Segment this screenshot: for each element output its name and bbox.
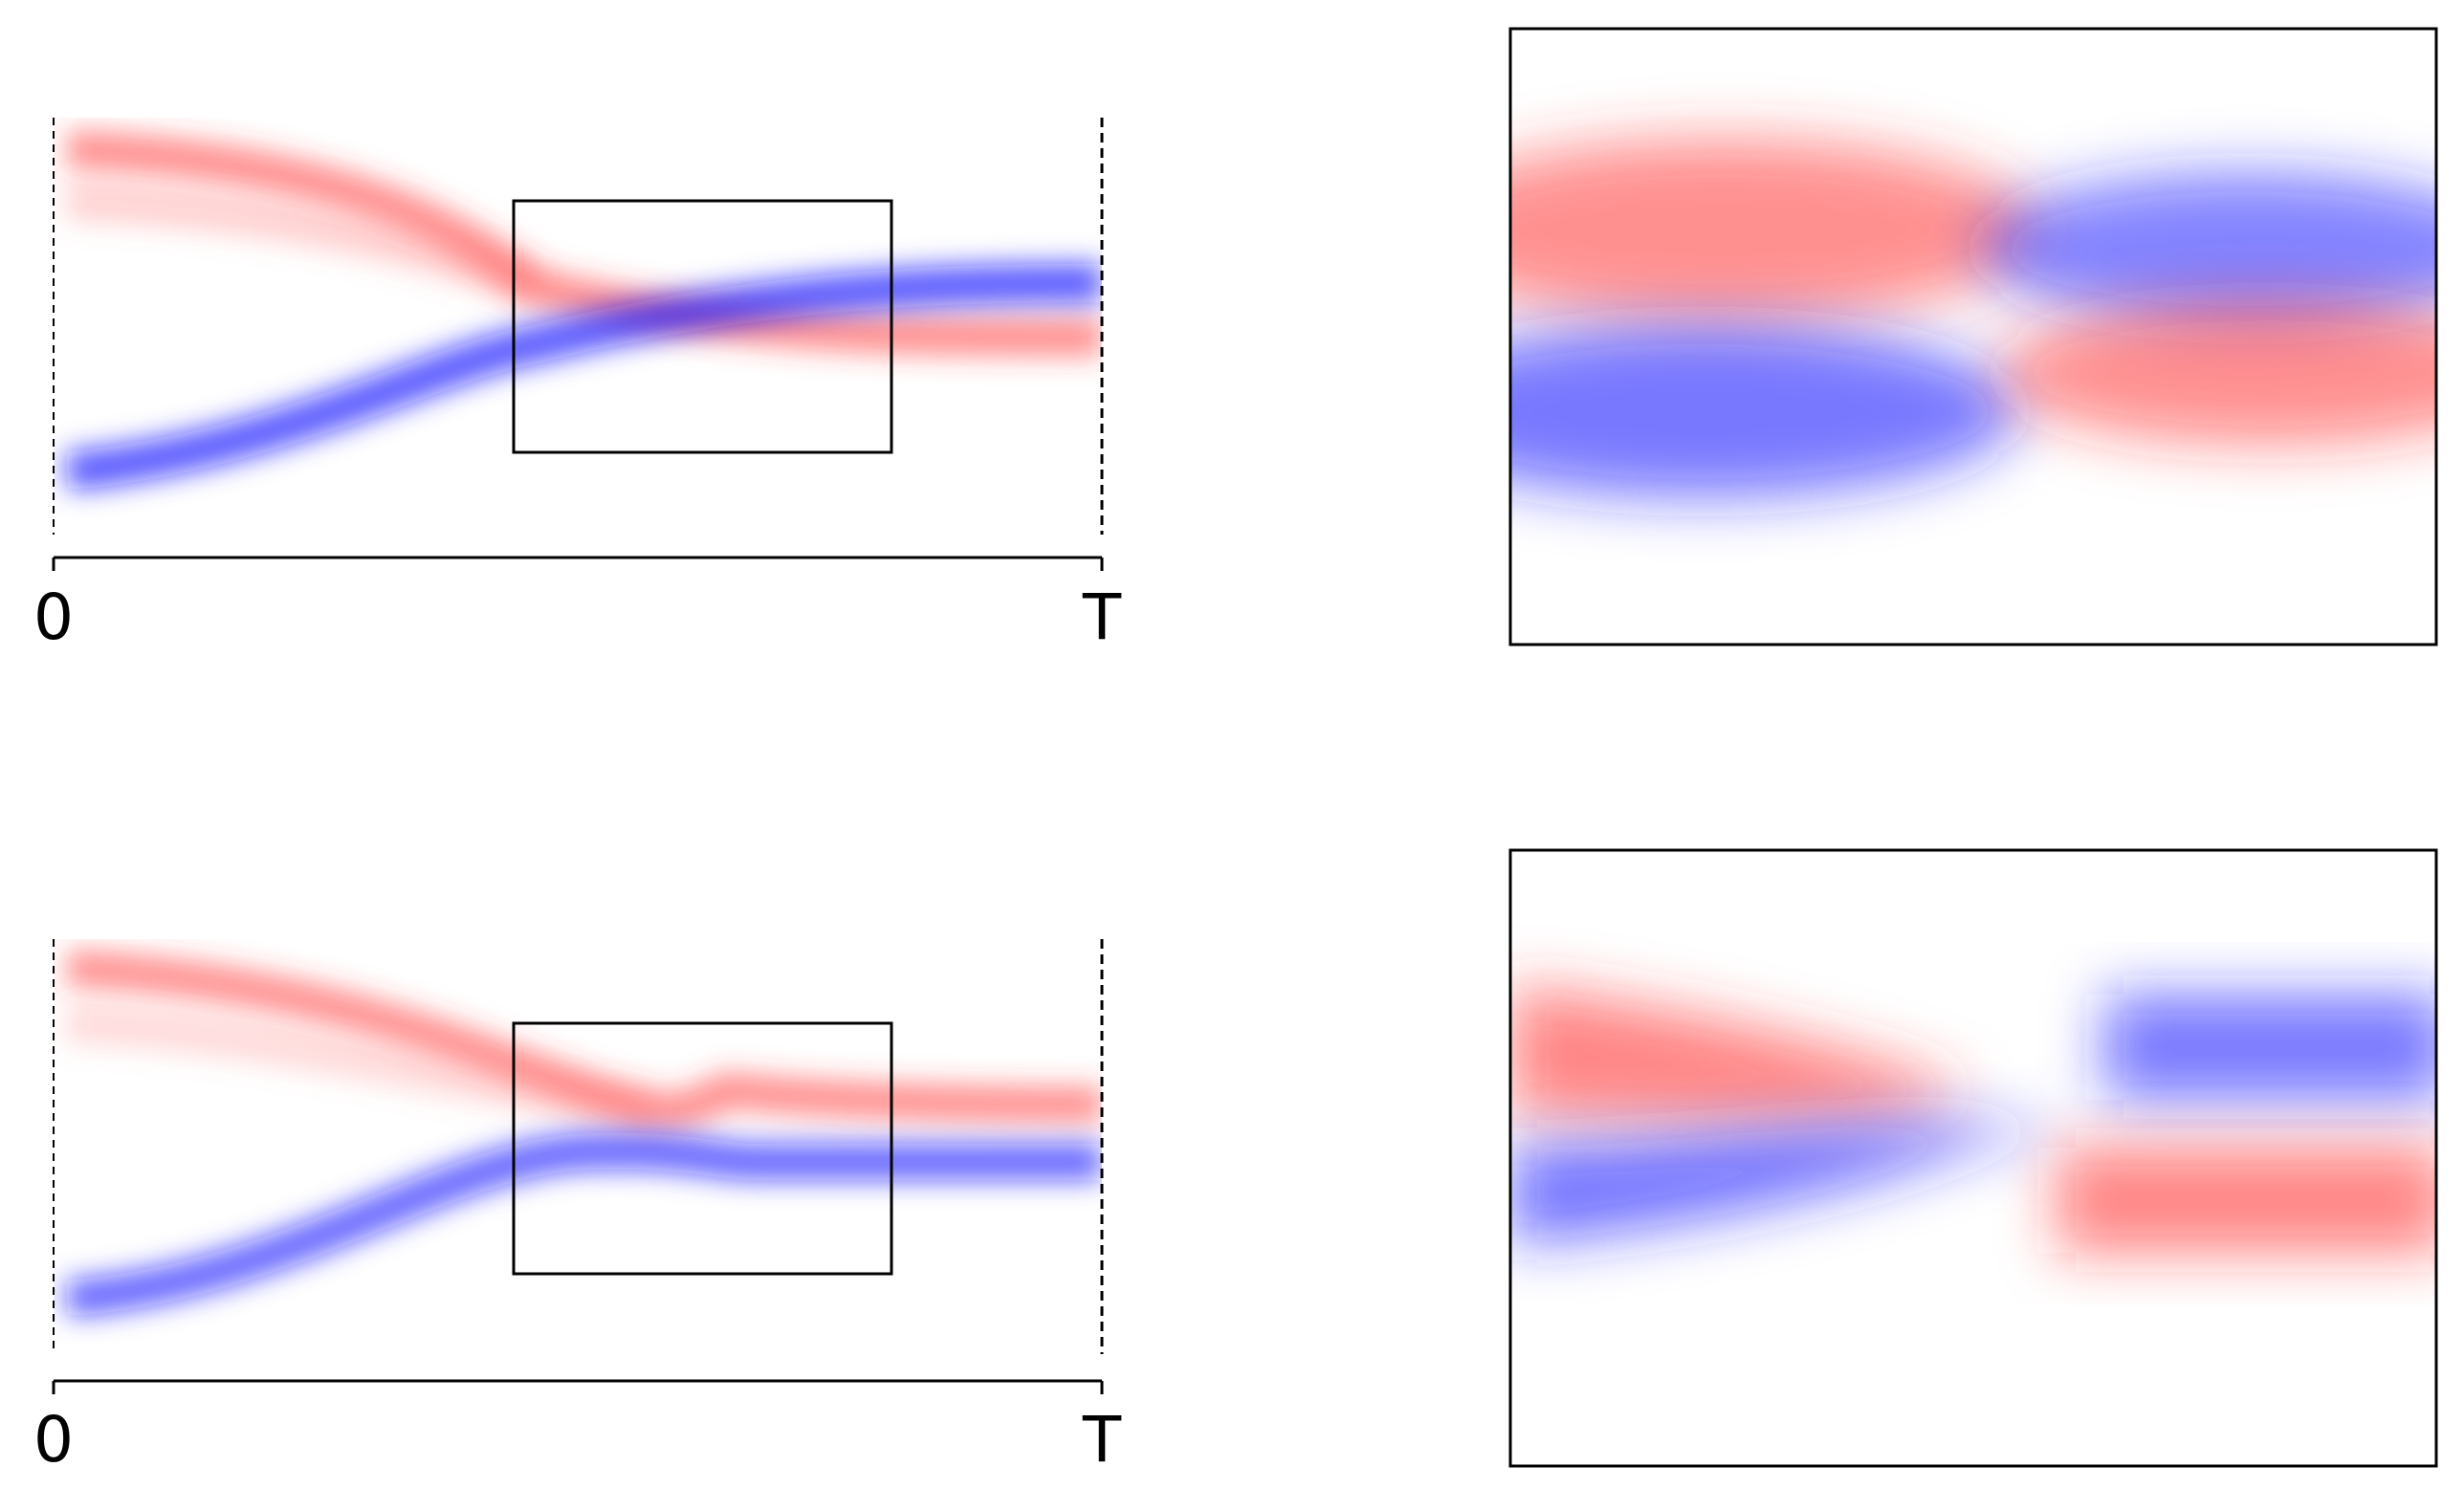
zoom-bottom [1510, 985, 2436, 1253]
x-tick-label: T [1082, 580, 1122, 654]
zoom-box [512, 199, 893, 454]
zoom-frame [1508, 848, 2438, 1468]
x-tick-label: T [1082, 1403, 1122, 1477]
x-tick-label: 0 [33, 580, 74, 654]
zoom-frame [1508, 27, 2438, 646]
zoom-top [1510, 139, 2436, 497]
x-tick-label: 0 [33, 1403, 74, 1477]
density-top [65, 130, 1102, 491]
density-bottom [65, 950, 1102, 1317]
zoom-box [512, 1021, 893, 1276]
